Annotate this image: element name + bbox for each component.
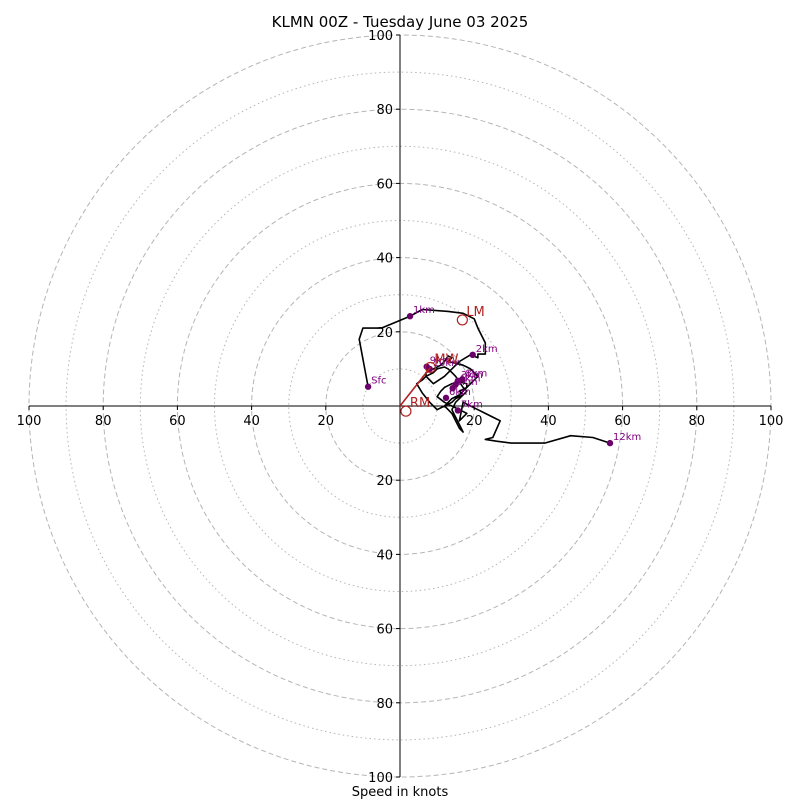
x-axis-label: Speed in knots: [352, 785, 449, 800]
x-tick-label: 80: [689, 414, 706, 429]
x-tick-label: 100: [759, 414, 784, 429]
height-point-8km: [459, 376, 466, 383]
x-tick-label: 40: [243, 414, 260, 429]
y-tick-label: 20: [376, 326, 393, 341]
height-label-7km: 7km: [461, 399, 483, 410]
height-label-2km: 2km: [476, 344, 498, 355]
storm-motion-vector: [399, 366, 432, 407]
height-point-7km: [454, 407, 462, 414]
storm-label-MW: MW: [434, 352, 458, 367]
y-tick-label: 100: [368, 29, 393, 44]
height-label-12km: 12km: [613, 432, 641, 443]
x-tick-label: 60: [169, 414, 186, 429]
y-tick-label: 40: [376, 548, 393, 563]
storm-label-LM: LM: [466, 305, 484, 320]
y-tick-label: 80: [376, 697, 393, 712]
height-point-5km: [449, 384, 456, 392]
height-point-2km: [469, 351, 476, 359]
storm-motion-markers: LM MW RM: [399, 305, 485, 417]
y-tick-label: 20: [376, 474, 393, 489]
storm-marker-LM: [456, 314, 468, 326]
height-point-Sfc: [364, 383, 372, 390]
y-tick-label: 100: [368, 771, 393, 786]
height-label-Sfc: Sfc: [371, 376, 386, 387]
wind-trace: [358, 308, 611, 444]
x-tick-label: 60: [614, 414, 631, 429]
wind-trace-line: [358, 308, 611, 444]
y-tick-label: 80: [376, 103, 393, 118]
y-tick-label: 60: [376, 623, 393, 638]
height-label-6km: 6km: [449, 387, 471, 398]
y-tick-label: 40: [376, 252, 393, 267]
chart-title: KLMN 00Z - Tuesday June 03 2025: [272, 13, 529, 31]
height-label-1km: 1km: [413, 305, 435, 316]
storm-marker-MW: [424, 361, 437, 374]
height-label-3km: 3km: [461, 370, 483, 381]
x-tick-label: 40: [540, 414, 557, 429]
x-tick-label: 80: [95, 414, 112, 429]
height-label-10km: 10km: [433, 358, 461, 369]
height-label-5km: 5km: [456, 377, 478, 388]
height-point-12km: [606, 439, 614, 447]
height-label-8km: 8km: [465, 368, 487, 379]
height-point-1km: [406, 313, 414, 320]
tick-labels: 100 80 60 40 20 20 40 60 80 100 100 80 60 40 20 20 40 60 8…: [17, 29, 784, 786]
storm-marker-RM: [400, 405, 412, 417]
storm-label-RM: RM: [410, 396, 430, 411]
x-tick-label: 20: [318, 414, 335, 429]
height-label-4km: 4km: [459, 373, 481, 384]
x-tick-label: 20: [466, 414, 483, 429]
height-point-6km: [442, 394, 450, 402]
height-label-9km: 9km: [430, 356, 452, 367]
x-tick-label: 100: [17, 414, 42, 429]
y-tick-label: 60: [376, 177, 393, 192]
